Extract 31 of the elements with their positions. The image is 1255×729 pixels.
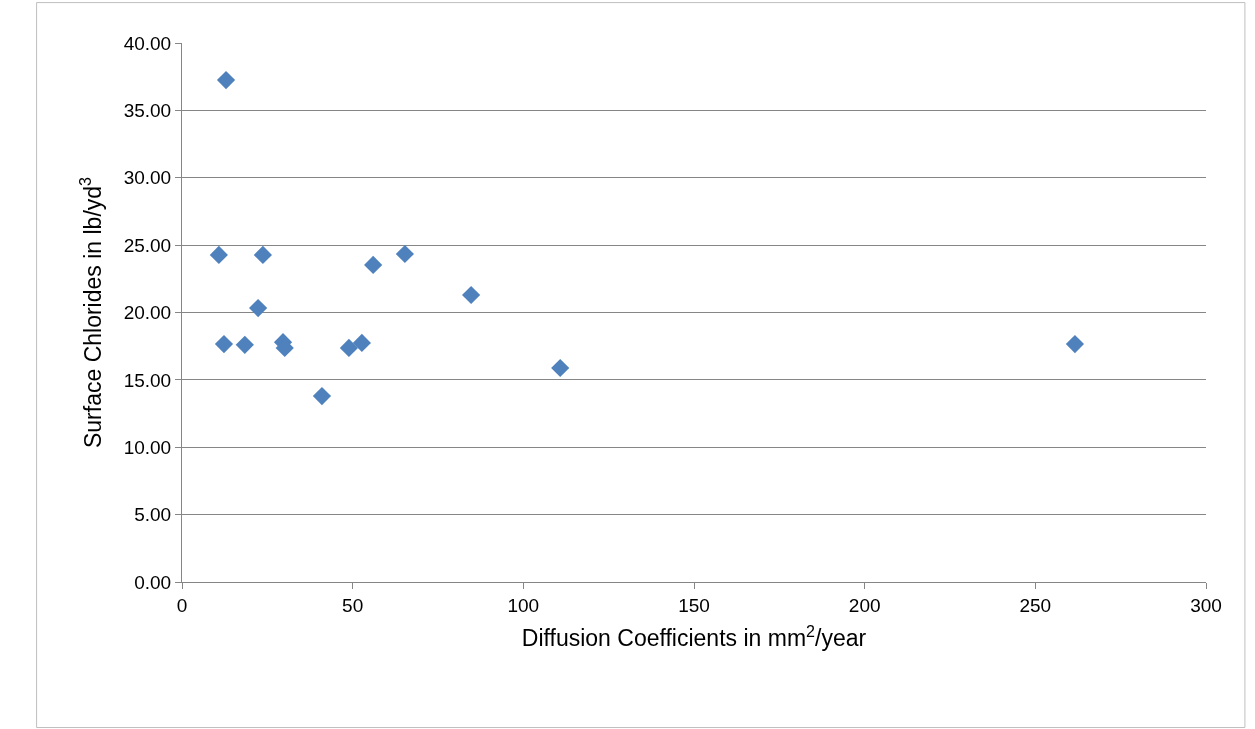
point <box>312 386 332 406</box>
x-tick-label: 200 <box>848 594 881 616</box>
y-tick-label: 0.00 <box>134 571 172 593</box>
point <box>339 338 359 358</box>
point <box>364 255 383 275</box>
y-tick-label: 30.00 <box>123 167 172 189</box>
point <box>235 335 254 354</box>
point <box>214 334 234 354</box>
x-tick-label: 250 <box>1019 594 1052 616</box>
point <box>209 245 228 265</box>
point <box>551 358 570 378</box>
x-tick-label: 0 <box>176 594 188 616</box>
point <box>216 70 236 90</box>
y-tick-label: 35.00 <box>123 100 172 122</box>
point <box>395 244 414 264</box>
point <box>253 245 272 265</box>
x-axis-title: Diffusion Coefficients in mm$^{2}$/year <box>521 621 867 652</box>
y-tick-label: 10.00 <box>123 436 172 458</box>
y-tick-label: 20.00 <box>123 302 172 324</box>
x-tick-label: 100 <box>507 594 540 616</box>
point <box>1065 334 1085 354</box>
y-tick-label: 40.00 <box>123 32 172 54</box>
y-tick-label: 25.00 <box>123 234 172 256</box>
point <box>462 285 481 305</box>
x-tick-label: 300 <box>1190 594 1222 616</box>
y-tick-label: 5.00 <box>134 504 172 526</box>
point <box>249 298 268 318</box>
point <box>352 333 371 353</box>
y-tick-label: 15.00 <box>123 369 172 391</box>
x-tick-label: 150 <box>678 594 710 616</box>
x-tick-label: 50 <box>342 594 364 616</box>
